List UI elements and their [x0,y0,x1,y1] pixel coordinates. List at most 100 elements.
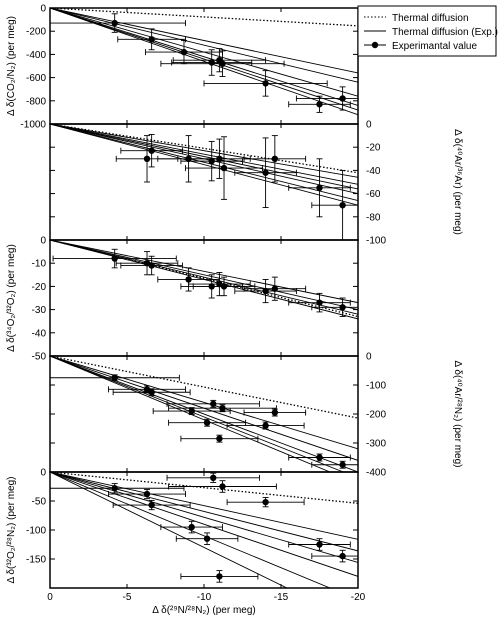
y-tick-label: -100 [26,526,46,537]
legend-marker-label: Experimantal value [392,41,477,52]
y-tick-label: -80 [366,212,381,223]
panel-frame [49,471,359,589]
exp-fit-line [50,472,358,577]
data-point [316,454,323,461]
y-tick-label: -800 [26,96,46,107]
exp-fit-line [50,356,358,472]
data-point [262,169,269,176]
exp-fit-line [50,124,358,185]
x-axis-label: Δ δ(²⁹N/²⁸N₂) (per meg) [152,605,256,616]
y-tick-label: -10 [32,259,47,270]
exp-fit-line [50,8,358,74]
data-point [216,155,223,162]
data-point [219,405,226,412]
data-point [271,285,279,292]
exp-fit-line [50,356,331,472]
y-tick-label: -40 [32,328,47,339]
y-tick-label: 0 [366,120,372,131]
y-tick-label: -50 [32,352,47,363]
plot-area [50,8,358,116]
data-point [339,552,346,560]
exp-fit-line [50,356,344,472]
y-tick-label: 0 [40,236,46,247]
y-tick-label: -600 [26,73,46,84]
y-tick-label: -100 [366,236,386,247]
data-point [316,541,323,548]
data-point [143,155,151,162]
data-point [316,299,323,306]
y-tick-label: -30 [32,305,47,316]
data-point [271,155,279,162]
panel-frame [49,7,359,125]
data-point [148,501,155,509]
plot-area [50,124,358,240]
legend-exp-label: Thermal diffusion (Exp.) [392,27,498,38]
legend: Thermal diffusion Thermal diffusion (Exp… [357,5,498,57]
data-point [339,202,346,209]
thermal-diffusion-line [50,240,358,318]
exp-fit-line [50,472,288,588]
data-point [210,474,217,481]
exp-fit-line [50,8,358,83]
y-tick-label: -200 [26,27,46,38]
exp-fit-line [50,124,358,201]
y-tick-label: 0 [40,468,46,479]
data-point [180,48,188,56]
exp-fit-line [50,124,358,206]
data-point [219,483,226,490]
data-point [339,461,346,468]
plot-area [50,240,358,320]
exp-fit-line [50,240,358,304]
data-point [339,95,346,102]
data-point [262,422,269,429]
y-axis-label: Δ δ(³⁴O₂/³²O₂) (per meg) [6,244,17,352]
y-tick-label: -200 [366,410,386,421]
exp-fit-line [50,356,358,450]
exp-fit-line [50,240,358,315]
data-point [111,255,118,262]
exp-fit-line [50,8,358,111]
exp-fit-line [50,472,331,588]
y-tick-label: -150 [26,555,46,566]
y-tick-label: -1000 [20,120,46,131]
panel-frame [49,239,359,357]
data-point [185,276,192,283]
data-point [210,400,217,408]
y-tick-label: 0 [366,352,372,363]
y-tick-label: -400 [366,468,386,479]
data-point [220,164,228,172]
thermal-diffusion-line [50,124,358,174]
legend-thermal-label: Thermal diffusion [392,13,469,24]
data-point [111,485,118,492]
data-point [111,19,118,27]
data-point [143,490,151,498]
y-tick-label: -60 [366,189,381,200]
y-tick-label: -100 [366,381,386,392]
panel-2: 0 -20 -40 -60 -80 -100 Δ δ(⁴⁰Ar/³⁶Ar) (per meg… [49,120,463,247]
thermal-diffusion-line [50,472,358,504]
data-point [316,184,323,191]
data-point [203,535,211,542]
x-tick-label: 0 [47,592,53,603]
y-tick-label: -300 [366,439,386,450]
x-tick-label: -15 [274,592,289,603]
thermal-diffusion-line [50,8,358,27]
y-axis-label: Δ δ(CO₂/N₂) (per meg) [6,16,17,116]
panel-frame [49,123,359,241]
x-tick-label: -20 [351,592,366,603]
y-tick-label: -400 [26,50,46,61]
data-point [216,435,223,442]
y-tick-label: 0 [40,4,46,15]
data-point [148,36,155,43]
data-point [316,101,323,108]
y-axis-label: Δ δ(⁴⁰Ar/³⁶Ar) (per meg) [452,129,463,235]
data-point [219,60,226,67]
x-axis: 0 -5 -10 -15 -20 Δ δ(²⁹N/²⁸N₂) (per meg) [47,8,366,616]
exp-fit-line [50,8,358,116]
panel-4: 0 -100 -200 -300 -400 Δ δ(⁴⁰Ar/²⁸N₂) (per meg… [49,352,463,479]
x-tick-label: -5 [123,592,132,603]
exp-fit-line [50,124,358,190]
data-point [262,287,269,295]
exp-fit-line [50,124,358,178]
